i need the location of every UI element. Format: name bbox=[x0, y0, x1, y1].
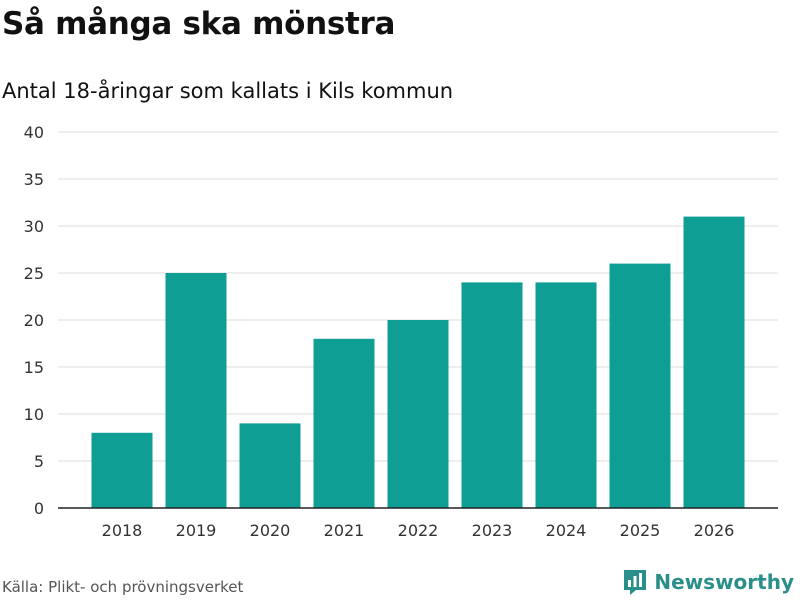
y-tick-label: 5 bbox=[34, 452, 44, 471]
y-tick-label: 15 bbox=[24, 358, 44, 377]
y-tick-label: 20 bbox=[24, 311, 44, 330]
bar-2020 bbox=[239, 423, 301, 508]
x-tick-label: 2021 bbox=[324, 521, 365, 540]
bar-2023 bbox=[461, 282, 523, 508]
x-tick-label: 2026 bbox=[694, 521, 735, 540]
chart-title: Så många ska mönstra bbox=[2, 6, 396, 42]
x-tick-label: 2020 bbox=[250, 521, 291, 540]
chart-subtitle: Antal 18-åringar som kallats i Kils komm… bbox=[2, 79, 454, 103]
y-tick-label: 0 bbox=[34, 499, 44, 518]
y-tick-label: 10 bbox=[24, 405, 44, 424]
bar-2019 bbox=[165, 273, 227, 508]
x-tick-label: 2023 bbox=[472, 521, 513, 540]
bar-2022 bbox=[387, 320, 449, 508]
x-tick-label: 2024 bbox=[546, 521, 587, 540]
bar-2026 bbox=[683, 216, 745, 508]
x-tick-label: 2025 bbox=[620, 521, 661, 540]
bar-2018 bbox=[91, 432, 153, 508]
bar-2021 bbox=[313, 338, 375, 508]
source-note: Källa: Plikt- och prövningsverket bbox=[2, 578, 244, 596]
bar-2025 bbox=[609, 263, 671, 508]
brand-name: Newsworthy bbox=[654, 570, 794, 594]
y-tick-label: 25 bbox=[24, 264, 44, 283]
x-tick-label: 2019 bbox=[176, 521, 217, 540]
y-tick-label: 35 bbox=[24, 170, 44, 189]
y-tick-label: 40 bbox=[24, 123, 44, 142]
bars bbox=[91, 216, 745, 508]
brand-logo[interactable]: Newsworthy bbox=[622, 568, 794, 596]
bar-2024 bbox=[535, 282, 597, 508]
y-tick-label: 30 bbox=[24, 217, 44, 236]
x-tick-label: 2018 bbox=[102, 521, 143, 540]
bar-chart-icon bbox=[624, 570, 647, 595]
x-tick-label: 2022 bbox=[398, 521, 439, 540]
